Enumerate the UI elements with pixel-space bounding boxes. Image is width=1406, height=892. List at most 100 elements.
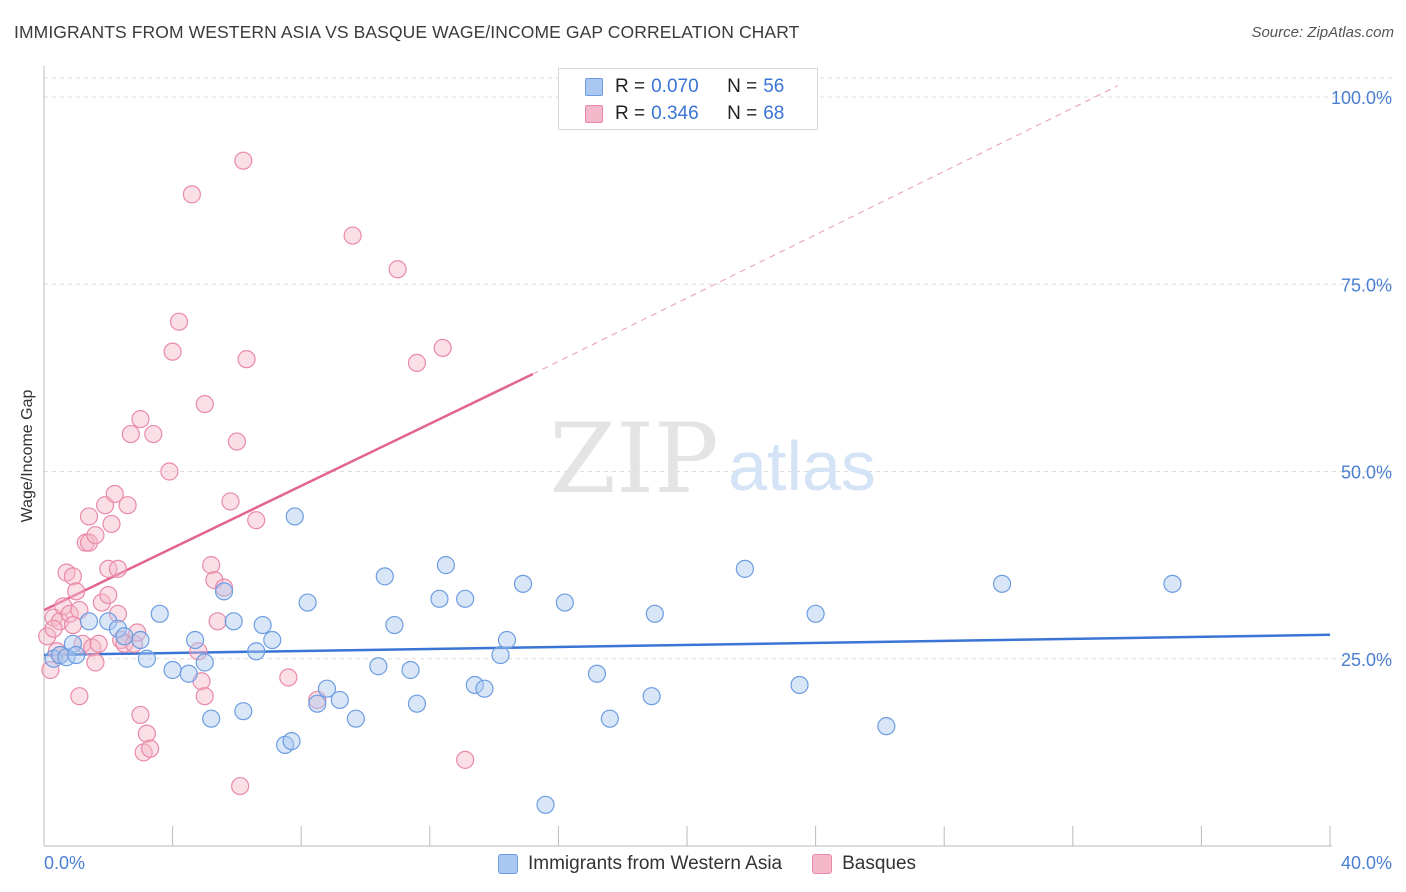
point-western-asia bbox=[600, 709, 619, 728]
point-basques bbox=[208, 612, 227, 631]
legend-item-basques: Basques bbox=[812, 853, 916, 875]
legend-row-western-asia: R = 0.070 N = 56 bbox=[585, 76, 784, 98]
point-basques bbox=[99, 585, 118, 605]
point-basques bbox=[108, 559, 128, 578]
x-tick-label: 0.0% bbox=[44, 853, 85, 873]
point-western-asia bbox=[385, 615, 404, 635]
point-basques bbox=[140, 739, 160, 758]
point-basques bbox=[279, 668, 298, 687]
point-western-asia bbox=[79, 612, 99, 631]
point-basques bbox=[99, 559, 118, 578]
legend-item-western-asia: Immigrants from Western Asia bbox=[498, 853, 782, 875]
y-tick-label: 50.0% bbox=[1341, 463, 1392, 483]
point-basques bbox=[102, 514, 121, 534]
point-western-asia bbox=[806, 604, 825, 623]
point-western-asia bbox=[163, 660, 182, 680]
trend-line-western-asia bbox=[43, 633, 1331, 657]
point-western-asia bbox=[150, 604, 169, 623]
point-western-asia bbox=[407, 694, 427, 713]
point-basques bbox=[67, 582, 86, 601]
point-western-asia bbox=[234, 702, 253, 721]
point-western-asia bbox=[202, 709, 221, 728]
point-western-asia bbox=[369, 657, 388, 676]
point-basques bbox=[237, 350, 256, 369]
point-basques bbox=[41, 660, 60, 680]
point-western-asia bbox=[186, 630, 205, 650]
point-basques bbox=[407, 353, 427, 372]
trend-line-basques bbox=[43, 373, 534, 612]
point-basques bbox=[73, 634, 92, 653]
x-tick-label: 40.0% bbox=[1341, 853, 1392, 873]
point-western-asia bbox=[195, 653, 214, 672]
legend-label: Immigrants from Western Asia bbox=[528, 853, 783, 874]
point-western-asia bbox=[253, 615, 272, 635]
point-basques bbox=[160, 462, 179, 481]
legend-label: Basques bbox=[842, 853, 917, 874]
point-basques bbox=[388, 260, 407, 279]
y-tick-label: 25.0% bbox=[1341, 650, 1392, 670]
legend-n-value: 68 bbox=[763, 103, 785, 124]
point-western-asia bbox=[330, 690, 349, 710]
correlation-legend: R = 0.070 N = 56 R = 0.346 N = 68 bbox=[558, 68, 818, 130]
point-western-asia bbox=[63, 634, 83, 653]
point-basques bbox=[105, 484, 124, 504]
point-western-asia bbox=[247, 642, 266, 661]
point-western-asia bbox=[282, 732, 301, 751]
point-western-asia bbox=[137, 649, 156, 668]
point-basques bbox=[89, 634, 108, 653]
point-western-asia bbox=[536, 795, 555, 814]
point-basques bbox=[118, 496, 137, 515]
point-western-asia bbox=[430, 589, 449, 608]
point-western-asia bbox=[475, 679, 494, 698]
point-western-asia bbox=[642, 687, 661, 706]
point-basques bbox=[227, 432, 246, 451]
point-western-asia bbox=[555, 593, 574, 612]
point-western-asia bbox=[298, 593, 317, 612]
point-western-asia bbox=[224, 612, 243, 631]
legend-swatch-blue bbox=[498, 854, 518, 874]
point-western-asia bbox=[115, 627, 134, 646]
point-basques bbox=[182, 185, 201, 204]
point-basques bbox=[247, 511, 266, 530]
legend-r-label: R = bbox=[615, 103, 646, 124]
point-basques bbox=[137, 724, 156, 743]
point-basques bbox=[169, 312, 189, 331]
point-western-asia bbox=[790, 675, 809, 695]
point-basques bbox=[92, 593, 111, 612]
point-basques bbox=[189, 642, 208, 661]
point-western-asia bbox=[108, 619, 128, 638]
point-western-asia bbox=[645, 604, 664, 623]
point-basques bbox=[63, 567, 83, 586]
point-western-asia bbox=[285, 507, 304, 526]
point-western-asia bbox=[214, 582, 234, 601]
point-western-asia bbox=[497, 630, 517, 650]
point-basques bbox=[70, 687, 89, 706]
point-western-asia bbox=[67, 645, 86, 665]
point-basques bbox=[195, 687, 214, 706]
source-label: Source: ZipAtlas.com bbox=[1251, 24, 1394, 41]
point-basques bbox=[131, 409, 150, 429]
point-basques bbox=[60, 604, 79, 623]
point-western-asia bbox=[491, 645, 510, 665]
legend-swatch-pink bbox=[585, 105, 603, 123]
y-tick-label: 75.0% bbox=[1341, 275, 1392, 295]
point-basques bbox=[456, 750, 475, 769]
legend-r-value: 0.070 bbox=[651, 76, 699, 97]
point-basques bbox=[44, 619, 63, 638]
point-western-asia bbox=[401, 660, 420, 680]
point-basques bbox=[79, 507, 99, 526]
point-western-asia bbox=[735, 559, 754, 578]
point-basques bbox=[234, 151, 253, 170]
point-western-asia bbox=[375, 567, 394, 586]
point-basques bbox=[231, 776, 250, 796]
legend-n-label: N = bbox=[727, 76, 758, 97]
point-basques bbox=[144, 424, 163, 444]
point-western-asia bbox=[308, 694, 327, 713]
legend-n-value: 56 bbox=[763, 76, 785, 97]
chart-title: IMMIGRANTS FROM WESTERN ASIA VS BASQUE W… bbox=[14, 22, 800, 42]
point-western-asia bbox=[456, 589, 475, 608]
trend-lines bbox=[43, 85, 1331, 657]
watermark-atlas: atlas bbox=[728, 427, 876, 505]
point-western-asia bbox=[263, 630, 282, 650]
